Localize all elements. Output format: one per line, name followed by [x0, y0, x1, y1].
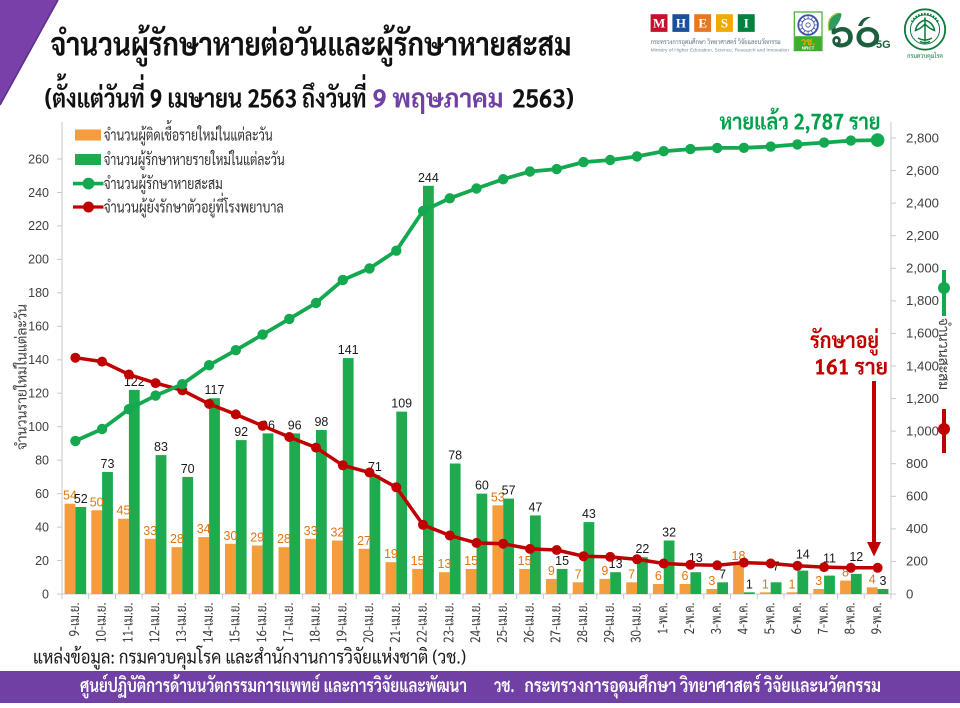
svg-text:2,800: 2,800 — [906, 130, 939, 145]
svg-text:1,000: 1,000 — [906, 423, 939, 438]
svg-text:3: 3 — [815, 574, 822, 588]
svg-text:9: 9 — [601, 564, 608, 578]
svg-text:15: 15 — [464, 554, 478, 568]
svg-text:60: 60 — [35, 487, 49, 501]
svg-text:20: 20 — [35, 554, 49, 568]
svg-text:12: 12 — [849, 550, 863, 564]
svg-text:78: 78 — [448, 449, 462, 463]
svg-text:120: 120 — [28, 387, 49, 401]
svg-text:2,000: 2,000 — [906, 261, 939, 276]
svg-text:400: 400 — [906, 521, 928, 536]
svg-text:7: 7 — [628, 567, 635, 581]
svg-text:0: 0 — [42, 587, 49, 601]
svg-text:3: 3 — [880, 574, 887, 588]
svg-text:160: 160 — [28, 320, 49, 334]
svg-text:1: 1 — [746, 577, 753, 591]
svg-text:260: 260 — [28, 152, 49, 166]
svg-text:57: 57 — [502, 484, 516, 498]
svg-text:1,600: 1,600 — [906, 326, 939, 341]
svg-text:I: I — [744, 16, 749, 31]
svg-text:52: 52 — [74, 492, 88, 506]
svg-text:1,400: 1,400 — [906, 358, 939, 373]
svg-text:32: 32 — [662, 526, 676, 540]
svg-text:96: 96 — [288, 418, 302, 432]
svg-text:15: 15 — [411, 554, 425, 568]
svg-text:83: 83 — [154, 440, 168, 454]
svg-text:7: 7 — [719, 567, 726, 581]
svg-text:140: 140 — [28, 353, 49, 367]
svg-text:1,200: 1,200 — [906, 391, 939, 406]
svg-text:80: 80 — [35, 454, 49, 468]
svg-text:800: 800 — [906, 456, 928, 471]
svg-text:29: 29 — [250, 531, 264, 545]
svg-text:50: 50 — [90, 495, 104, 509]
svg-text:30: 30 — [223, 529, 237, 543]
svg-text:H: H — [676, 16, 686, 31]
svg-text:E: E — [698, 16, 707, 31]
svg-text:4: 4 — [869, 572, 876, 586]
svg-text:600: 600 — [906, 489, 928, 504]
svg-text:9: 9 — [548, 564, 555, 578]
svg-text:2,200: 2,200 — [906, 228, 939, 243]
svg-text:8: 8 — [842, 566, 849, 580]
svg-text:70: 70 — [181, 462, 195, 476]
svg-text:M: M — [653, 16, 665, 31]
svg-text:6: 6 — [655, 569, 662, 583]
svg-text:27: 27 — [357, 534, 371, 548]
svg-text:32: 32 — [330, 526, 344, 540]
svg-text:45: 45 — [117, 504, 131, 518]
svg-text:14: 14 — [796, 548, 810, 562]
svg-text:28: 28 — [170, 532, 184, 546]
svg-text:98: 98 — [314, 415, 328, 429]
svg-text:28: 28 — [277, 532, 291, 546]
svg-text:180: 180 — [28, 286, 49, 300]
svg-text:1: 1 — [762, 577, 769, 591]
svg-text:2,400: 2,400 — [906, 195, 939, 210]
svg-text:1: 1 — [789, 577, 796, 591]
svg-text:73: 73 — [101, 457, 115, 471]
svg-text:47: 47 — [528, 500, 542, 514]
svg-text:43: 43 — [582, 507, 596, 521]
svg-text:15: 15 — [555, 554, 569, 568]
svg-text:13: 13 — [437, 557, 451, 571]
svg-text:141: 141 — [338, 343, 359, 357]
svg-text:19: 19 — [384, 547, 398, 561]
svg-text:200: 200 — [28, 253, 49, 267]
svg-text:33: 33 — [143, 524, 157, 538]
svg-text:2,600: 2,600 — [906, 163, 939, 178]
svg-text:6: 6 — [682, 569, 689, 583]
svg-text:53: 53 — [491, 490, 505, 504]
svg-text:0: 0 — [906, 586, 913, 601]
svg-text:NRCT: NRCT — [802, 45, 815, 50]
svg-text:S: S — [721, 16, 728, 31]
svg-text:22: 22 — [635, 542, 649, 556]
svg-text:34: 34 — [197, 522, 211, 536]
svg-text:117: 117 — [205, 383, 225, 397]
svg-text:92: 92 — [234, 425, 248, 439]
svg-text:244: 244 — [418, 171, 439, 185]
svg-text:60: 60 — [475, 479, 489, 493]
svg-text:54: 54 — [63, 489, 77, 503]
svg-text:40: 40 — [35, 520, 49, 534]
svg-text:5G: 5G — [876, 39, 891, 51]
svg-text:240: 240 — [28, 186, 49, 200]
svg-text:200: 200 — [906, 554, 928, 569]
svg-text:11: 11 — [823, 552, 836, 566]
svg-text:220: 220 — [28, 219, 49, 233]
svg-text:7: 7 — [773, 559, 780, 573]
svg-text:3: 3 — [708, 574, 715, 588]
svg-text:109: 109 — [391, 397, 412, 411]
svg-text:33: 33 — [304, 524, 318, 538]
svg-text:7: 7 — [575, 567, 582, 581]
svg-text:100: 100 — [28, 420, 49, 434]
svg-text:Ministry of Higher Education,: Ministry of Higher Education, Science, R… — [651, 48, 790, 54]
svg-text:15: 15 — [518, 554, 532, 568]
svg-text:1,800: 1,800 — [906, 293, 939, 308]
